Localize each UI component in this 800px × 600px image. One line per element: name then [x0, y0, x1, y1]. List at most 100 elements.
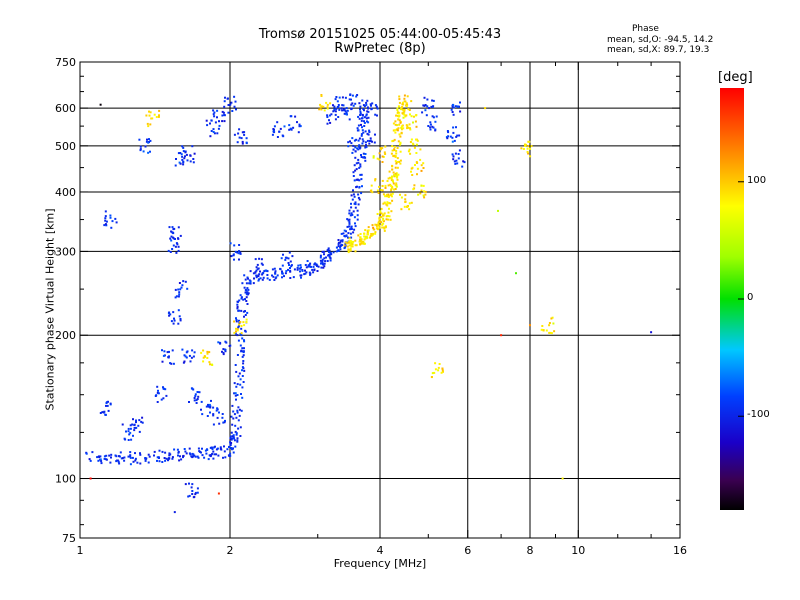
data-point: [189, 360, 192, 363]
data-point: [288, 124, 291, 127]
data-point: [238, 309, 241, 312]
data-point: [178, 315, 181, 318]
data-point: [326, 114, 329, 117]
data-point: [207, 458, 210, 461]
data-point: [337, 104, 340, 106]
data-point: [182, 456, 184, 459]
data-point: [105, 401, 108, 404]
data-point: [104, 413, 107, 416]
data-point: [299, 125, 302, 128]
data-point: [163, 350, 166, 353]
data-point: [245, 137, 248, 140]
data-point: [178, 459, 181, 462]
data-point: [350, 206, 353, 209]
data-point: [157, 115, 160, 118]
data-point: [326, 116, 329, 118]
data-point: [307, 264, 310, 267]
data-point: [179, 288, 182, 291]
data-point: [239, 294, 242, 297]
data-point: [339, 244, 342, 247]
data-point: [300, 266, 302, 269]
data-point: [395, 175, 398, 178]
data-point: [392, 180, 394, 183]
data-point: [389, 218, 392, 221]
data-point: [209, 411, 211, 414]
data-point: [399, 135, 402, 138]
data-point: [351, 137, 354, 140]
data-point: [381, 179, 384, 182]
data-point: [367, 110, 370, 113]
data-point: [262, 276, 265, 279]
data-point: [174, 245, 177, 248]
data-point: [341, 239, 344, 242]
data-point: [317, 265, 320, 268]
data-point: [145, 114, 148, 117]
data-point: [148, 138, 150, 141]
data-point: [341, 104, 344, 107]
data-point: [348, 212, 351, 215]
data-point: [341, 109, 344, 112]
data-point: [177, 322, 180, 325]
data-point: [387, 218, 390, 221]
data-point: [315, 264, 318, 266]
data-point: [336, 100, 339, 103]
data-point: [171, 226, 174, 229]
data-point: [241, 355, 244, 358]
data-point: [241, 375, 244, 377]
data-point: [97, 459, 100, 462]
data-point: [103, 455, 106, 458]
data-point: [348, 98, 351, 101]
data-point: [424, 109, 427, 112]
data-point: [236, 437, 239, 440]
data-point: [141, 416, 144, 419]
data-point: [262, 271, 265, 274]
data-point: [385, 225, 387, 228]
x-axis-label: Frequency [MHz]: [333, 557, 427, 570]
data-point: [337, 245, 340, 248]
data-point: [110, 453, 113, 456]
data-point: [355, 138, 358, 141]
data-point: [365, 113, 368, 116]
x-tick-label: 2: [227, 544, 234, 557]
data-point: [243, 347, 245, 350]
data-point: [316, 270, 319, 272]
data-point: [374, 104, 377, 107]
data-point: [162, 354, 165, 357]
data-point: [354, 156, 357, 159]
data-point: [230, 255, 233, 258]
data-point: [398, 143, 401, 146]
data-point: [133, 426, 136, 429]
data-point: [194, 455, 197, 458]
data-point: [382, 226, 385, 229]
data-point: [360, 123, 362, 126]
data-point: [221, 350, 223, 353]
data-point: [374, 178, 377, 181]
data-point: [366, 106, 369, 109]
data-point: [284, 272, 287, 275]
data-point: [146, 138, 148, 141]
data-point: [382, 217, 385, 220]
data-point: [550, 317, 553, 320]
data-point: [169, 237, 172, 240]
data-point: [414, 164, 416, 166]
data-point: [397, 173, 400, 176]
data-point: [369, 137, 372, 140]
data-point: [249, 270, 252, 273]
data-point: [173, 319, 176, 322]
data-point: [215, 453, 218, 456]
data-point: [196, 491, 199, 494]
data-point: [447, 135, 450, 138]
data-point: [392, 155, 395, 157]
data-point: [349, 214, 352, 217]
data-point: [221, 120, 224, 123]
data-point: [235, 370, 238, 373]
data-point: [281, 272, 284, 275]
data-point: [205, 119, 208, 122]
data-point: [127, 430, 130, 433]
data-point: [200, 408, 202, 411]
data-point: [387, 196, 390, 198]
data-point: [138, 430, 141, 433]
data-point: [391, 149, 394, 152]
data-point: [144, 145, 147, 148]
data-point: [299, 274, 302, 277]
